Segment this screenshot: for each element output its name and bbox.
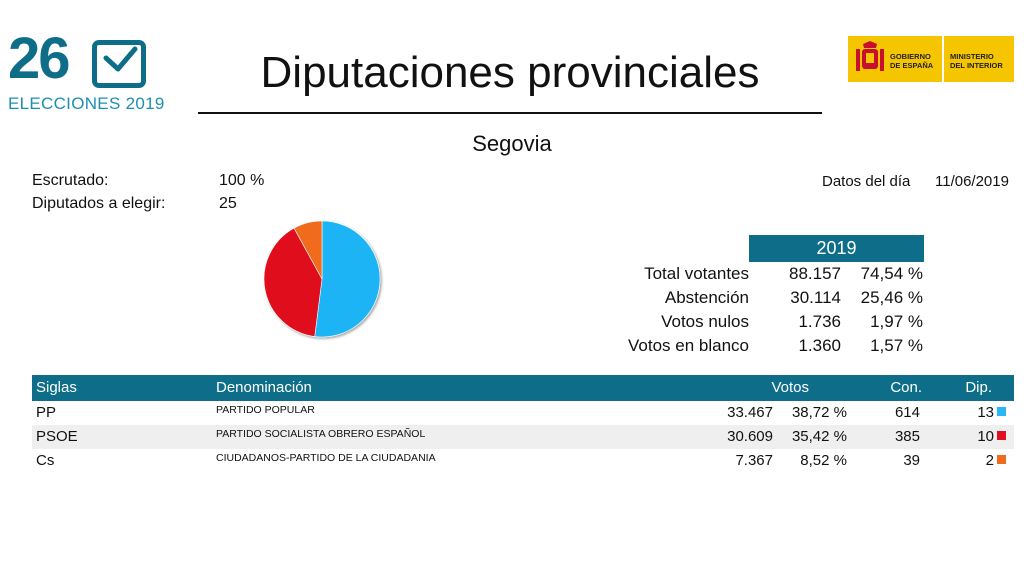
summary-percent: 1,57 % xyxy=(870,336,923,355)
seats-pie-chart xyxy=(263,220,381,338)
header-votos: Votos xyxy=(771,379,809,396)
ministry-text-1: MINISTERIO xyxy=(950,52,994,61)
summary-percent: 1,97 % xyxy=(870,312,923,331)
summary-row: Votos en blanco 1.360 1,57 % xyxy=(0,336,1024,360)
ministry-text-2: DEL INTERIOR xyxy=(950,61,1003,70)
party-percent: 38,72 % xyxy=(791,404,847,421)
summary-year-header: 2019 xyxy=(749,235,924,262)
party-con: 614 xyxy=(894,404,920,421)
summary-percent: 74,54 % xyxy=(860,264,923,283)
summary-number: 1.736 xyxy=(798,312,841,331)
table-header: Siglas Denominación Votos Con. Dip. xyxy=(32,375,1014,401)
diputados-label: Diputados a elegir: xyxy=(32,195,166,212)
page-title: Diputaciones provinciales xyxy=(260,48,760,97)
date-label: Datos del día xyxy=(822,173,911,190)
summary-label: Total votantes xyxy=(644,264,749,283)
summary-number: 1.360 xyxy=(798,336,841,355)
summary-number: 30.114 xyxy=(790,288,841,307)
header-denominacion: Denominación xyxy=(216,379,312,396)
escrutado-value: 100 % xyxy=(219,172,265,189)
party-con: 385 xyxy=(894,428,920,445)
party-siglas: PSOE xyxy=(36,428,78,445)
pie-slice-psoe xyxy=(263,227,323,337)
summary-row: Total votantes 88.157 74,54 % xyxy=(0,264,1024,288)
coat-of-arms-icon xyxy=(856,41,884,71)
party-percent: 35,42 % xyxy=(791,428,847,445)
party-votos: 33.467 xyxy=(727,404,773,421)
summary-label: Abstención xyxy=(664,288,749,307)
diputados-value: 25 xyxy=(219,195,237,212)
gov-text-2: DE ESPAÑA xyxy=(890,61,934,70)
party-votos: 7.367 xyxy=(735,452,773,469)
summary-row: Votos nulos 1.736 1,97 % xyxy=(0,312,1024,336)
table-row: PP PARTIDO POPULAR 33.467 38,72 % 614 13 xyxy=(32,401,1014,425)
logo-subtitle: ELECCIONES 2019 xyxy=(8,94,165,113)
party-dip: 2 xyxy=(985,452,994,469)
escrutado-label: Escrutado: xyxy=(32,172,109,189)
party-color-swatch xyxy=(997,455,1006,464)
party-denominacion: PARTIDO SOCIALISTA OBRERO ESPAÑOL xyxy=(216,428,426,440)
title-divider xyxy=(198,112,822,114)
party-dip: 13 xyxy=(977,404,994,421)
table-row: PSOE PARTIDO SOCIALISTA OBRERO ESPAÑOL 30.… xyxy=(32,425,1014,449)
pie-slice-pp xyxy=(314,220,381,338)
gov-text-1: GOBIERNO xyxy=(890,52,931,61)
ballot-check-icon xyxy=(92,40,146,88)
government-logo: GOBIERNO DE ESPAÑA MINISTERIO DEL INTERI… xyxy=(848,36,1014,82)
party-siglas: Cs xyxy=(36,452,55,469)
logo-number: 26 xyxy=(8,26,70,91)
party-siglas: PP xyxy=(36,404,57,421)
party-denominacion: CIUDADANOS-PARTIDO DE LA CIUDADANIA xyxy=(216,452,436,464)
party-color-swatch xyxy=(997,407,1006,416)
pie-slice-cs xyxy=(293,220,323,280)
header-con: Con. xyxy=(890,379,922,396)
summary-row: Abstención 30.114 25,46 % xyxy=(0,288,1024,312)
summary-label: Votos en blanco xyxy=(628,336,749,355)
party-percent: 8,52 % xyxy=(800,452,847,469)
parties-table: Siglas Denominación Votos Con. Dip. PP PA… xyxy=(32,375,1014,473)
header-siglas: Siglas xyxy=(36,379,77,396)
party-con: 39 xyxy=(903,452,920,469)
summary-label: Votos nulos xyxy=(661,312,749,331)
date-value: 11/06/2019 xyxy=(935,173,1009,190)
province-name: Segovia xyxy=(472,131,552,156)
summary-percent: 25,46 % xyxy=(860,288,923,307)
party-dip: 10 xyxy=(977,428,994,445)
party-denominacion: PARTIDO POPULAR xyxy=(216,404,315,416)
summary-number: 88.157 xyxy=(789,264,841,283)
party-votos: 30.609 xyxy=(727,428,773,445)
party-color-swatch xyxy=(997,431,1006,440)
header-dip: Dip. xyxy=(965,379,992,396)
table-row: Cs CIUDADANOS-PARTIDO DE LA CIUDADANIA 7.3… xyxy=(32,449,1014,473)
